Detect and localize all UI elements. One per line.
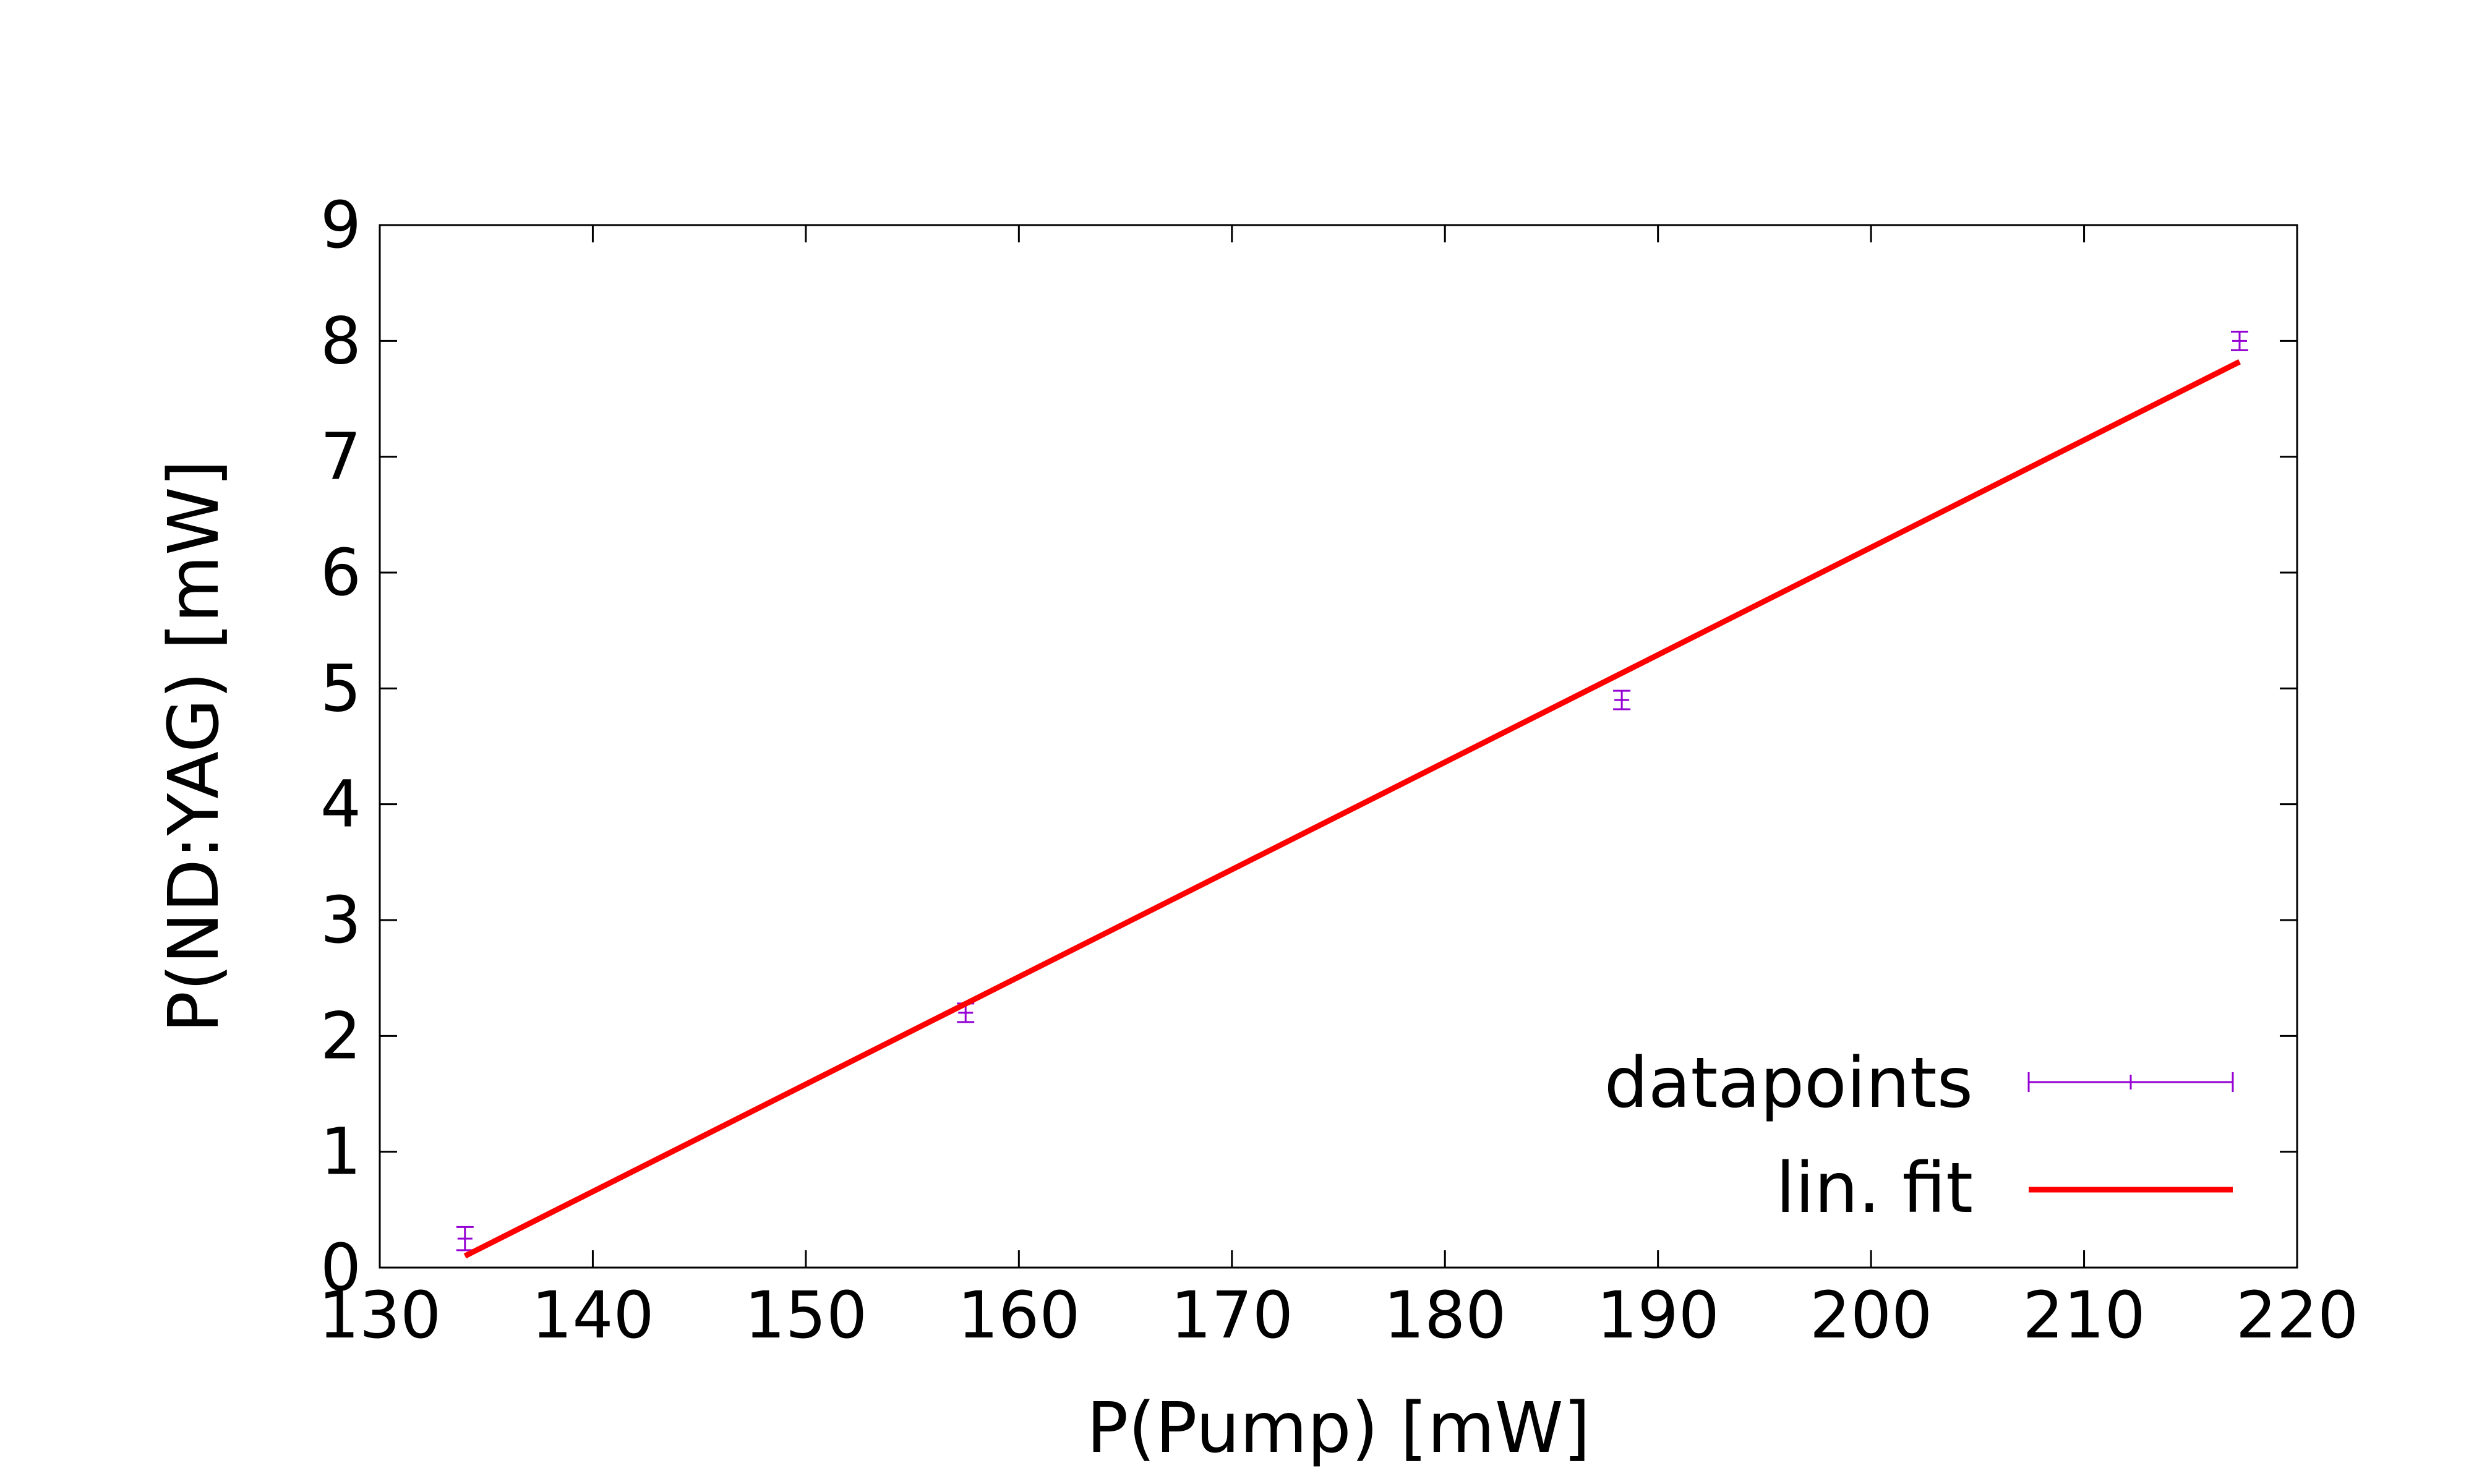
y-tick-labels: 0 1 2 3 4 5 6 7 8 9: [320, 187, 361, 1305]
x-tick-label-2: 150: [745, 1277, 868, 1353]
x-tick-label-0: 130: [319, 1277, 442, 1353]
x-tick-label-5: 180: [1384, 1277, 1507, 1353]
legend-label-lin-fit: lin. fit: [1776, 1148, 1973, 1229]
plot-area: 130 140 150 160 170 180 190 200 210 220 0 1 2 3 4 5 6 7 8…: [319, 187, 2359, 1353]
legend: datapoints lin. fit: [1604, 1043, 2234, 1229]
legend-swatch-datapoints: [2027, 1072, 2234, 1092]
x-tick-label-6: 190: [1596, 1277, 1719, 1353]
y-tick-label-4: 4: [320, 767, 361, 842]
y-tick-label-6: 6: [320, 535, 361, 610]
legend-label-datapoints: datapoints: [1604, 1043, 1973, 1124]
y-tick-label-8: 8: [320, 303, 361, 378]
y-tick-label-9: 9: [320, 187, 361, 263]
y-axis-label: P(ND:YAG) [mW]: [154, 460, 234, 1033]
x-tick-label-7: 200: [1810, 1277, 1933, 1353]
y-tick-label-0: 0: [320, 1230, 361, 1305]
y-tick-label-3: 3: [320, 882, 361, 958]
x-tick-label-4: 170: [1171, 1277, 1294, 1353]
datapoint-0: [456, 1226, 474, 1252]
x-tick-label-9: 220: [2236, 1277, 2359, 1353]
plot-frame: [379, 224, 2298, 1269]
y-tick-label-5: 5: [320, 650, 361, 726]
y-tick-label-7: 7: [320, 419, 361, 495]
datapoint-3: [2231, 330, 2248, 351]
series-layer: [456, 330, 2248, 1259]
x-tick-labels: 130 140 150 160 170 180 190 200 210 220: [319, 1277, 2359, 1353]
x-tick-label-1: 140: [531, 1277, 654, 1353]
fit-line: [463, 359, 2241, 1259]
x-axis-label: P(Pump) [mW]: [1087, 1388, 1591, 1469]
x-tick-label-3: 160: [957, 1277, 1081, 1353]
y-tick-label-1: 1: [320, 1114, 361, 1190]
axis-ticks: [379, 224, 2298, 1269]
datapoint-2: [1613, 689, 1631, 710]
y-tick-label-2: 2: [320, 998, 361, 1073]
x-tick-label-8: 210: [2022, 1277, 2146, 1353]
